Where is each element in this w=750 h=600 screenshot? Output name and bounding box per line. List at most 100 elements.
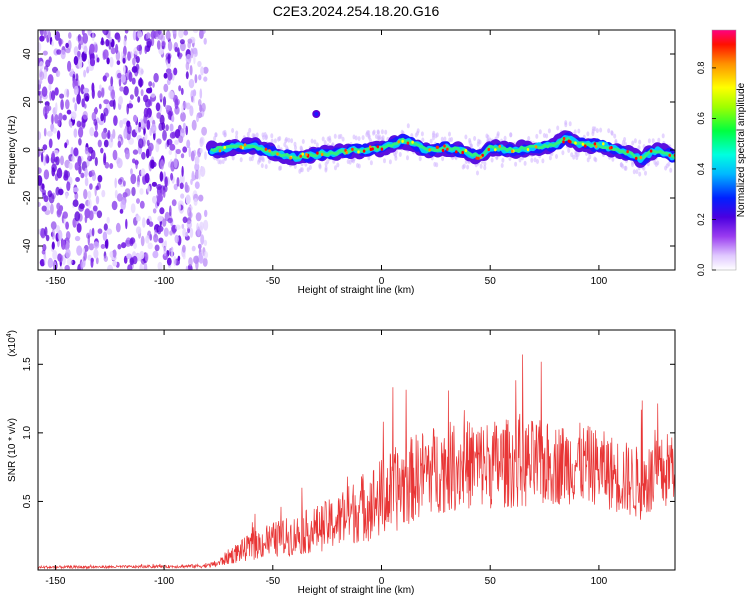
noise-blob (179, 173, 185, 184)
trace-halo-dot (421, 137, 425, 143)
noise-blob (102, 231, 108, 241)
trace-halo-dot (476, 141, 480, 147)
noise-blob (65, 231, 71, 240)
trace-halo-dot (333, 133, 337, 139)
trace-hotspot (218, 149, 222, 153)
trace-halo-dot (611, 156, 615, 162)
noise-blob (163, 227, 169, 237)
noise-blob (80, 261, 84, 270)
noise-blob (194, 181, 200, 189)
noise-blob (201, 126, 208, 136)
noise-blob (157, 261, 163, 270)
noise-blob (81, 51, 87, 62)
colorbar-label: Normalized spectral amplitude (736, 82, 747, 217)
trace-halo-dot (246, 131, 250, 137)
noise-blob (43, 169, 50, 180)
noise-blob (185, 194, 191, 205)
noise-blob (165, 30, 171, 41)
noise-blob (59, 93, 65, 99)
trace-halo-dot (356, 163, 359, 168)
noise-blob (55, 102, 58, 113)
noise-blob (48, 56, 52, 63)
trace-halo-dot (264, 164, 268, 170)
trace-halo-dot (635, 169, 639, 175)
noise-blob (72, 199, 79, 207)
noise-blob (140, 168, 146, 177)
trace-hotspot (289, 156, 292, 160)
noise-blob (188, 257, 193, 267)
noise-blob (84, 167, 88, 178)
noise-blob (131, 77, 136, 85)
noise-blob (184, 184, 190, 193)
noise-blob (173, 183, 178, 191)
noise-blob (199, 148, 203, 154)
noise-blob (47, 257, 54, 268)
spectrogram-y-tick-label: -40 (22, 238, 33, 253)
noise-blob (180, 153, 185, 159)
noise-blob (83, 250, 87, 261)
noise-blob (138, 122, 141, 128)
trace-halo-dot (466, 164, 470, 170)
noise-blob (84, 177, 89, 187)
noise-blob (103, 107, 109, 117)
noise-blob (192, 89, 197, 97)
trace-hotspot (316, 151, 319, 155)
noise-blob (178, 85, 182, 92)
noise-blob (59, 266, 63, 270)
trace-halo-dot (591, 126, 595, 132)
noise-blob (117, 34, 121, 43)
trace-halo-dot (279, 165, 283, 171)
noise-blob (101, 130, 107, 140)
noise-blob (159, 207, 165, 215)
noise-blob (95, 185, 99, 191)
noise-blob (96, 57, 100, 63)
trace-halo-dot (593, 156, 597, 162)
trace-halo-dot (223, 132, 227, 138)
noise-blob (199, 166, 206, 178)
trace-halo-dot (239, 157, 243, 163)
noise-blob (185, 102, 191, 110)
trace-hotspot (443, 144, 446, 148)
trace-halo-dot (443, 136, 447, 142)
noise-blob (175, 224, 181, 230)
noise-blob (124, 188, 131, 197)
noise-blob (42, 106, 47, 117)
noise-blob (52, 127, 57, 134)
noise-blob (38, 147, 41, 158)
noise-blob (53, 156, 58, 163)
noise-blob (146, 139, 150, 147)
noise-blob (107, 264, 114, 270)
trace-hotspot (369, 147, 373, 152)
noise-blob (68, 32, 72, 39)
noise-blob (64, 264, 70, 270)
noise-blob (134, 86, 139, 97)
trace-halo-dot (570, 152, 574, 158)
trace-halo-dot (567, 148, 571, 153)
trace-halo-dot (500, 163, 504, 168)
trace-halo-dot (527, 136, 531, 141)
noise-blob (51, 150, 55, 160)
noise-blob (173, 157, 178, 169)
trace-halo-dot (503, 135, 507, 141)
trace-halo-dot (441, 156, 445, 162)
trace-halo-dot (336, 162, 340, 168)
noise-blob (76, 50, 81, 57)
trace-halo-dot (267, 158, 271, 164)
noise-blob (65, 99, 70, 110)
noise-blob (116, 60, 121, 66)
trace-halo-dot (231, 128, 235, 133)
noise-blob (197, 60, 202, 68)
noise-blob (185, 71, 189, 80)
trace-halo-dot (632, 169, 636, 175)
noise-blob (62, 211, 68, 219)
noise-blob (138, 124, 142, 133)
trace-halo-dot (556, 125, 560, 131)
colorbar-tick-label: 0.8 (696, 62, 706, 75)
trace-halo-dot (667, 161, 671, 167)
snr-frame (37, 329, 676, 571)
noise-blob (41, 86, 48, 97)
noise-blob (76, 245, 83, 256)
noise-blob (80, 172, 85, 179)
trace-hotspot (299, 154, 303, 158)
trace-halo-dot (283, 142, 287, 148)
